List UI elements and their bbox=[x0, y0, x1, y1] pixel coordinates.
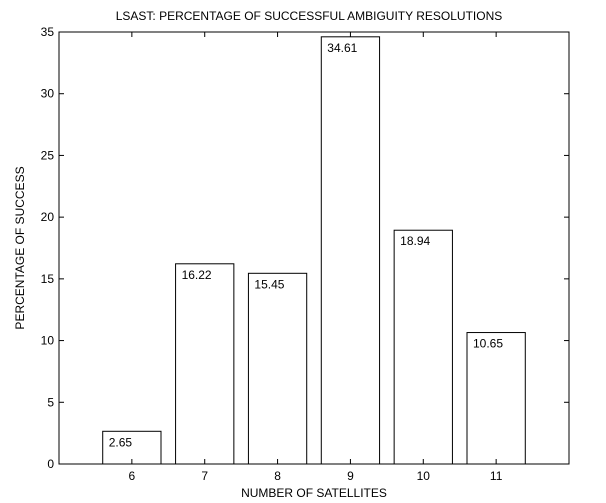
plot-frame bbox=[58, 31, 570, 465]
x-tick-label: 11 bbox=[490, 469, 503, 483]
x-tick-label: 6 bbox=[129, 469, 136, 483]
y-tick-label: 5 bbox=[47, 395, 54, 409]
bar-value-label-7: 16.22 bbox=[182, 268, 212, 282]
bar-value-label-9: 34.61 bbox=[327, 41, 357, 55]
bar-value-label-6: 2.65 bbox=[109, 435, 133, 449]
y-axis-ticks: 0 5 10 15 20 25 30 35 bbox=[41, 25, 569, 471]
y-tick-label: 0 bbox=[47, 457, 54, 471]
bar-11 bbox=[466, 332, 526, 465]
chart-title: LSAST: PERCENTAGE OF SUCCESSFUL AMBIGUIT… bbox=[116, 9, 503, 23]
y-tick-label: 15 bbox=[41, 272, 55, 286]
plot-area: 2.65 16.22 15.45 34.61 18.94 10.65 0 5 10 15 20 25… bbox=[41, 25, 570, 483]
bars-group bbox=[102, 36, 526, 465]
bar-10 bbox=[393, 229, 453, 465]
x-tick-label: 8 bbox=[274, 469, 281, 483]
bar-6 bbox=[102, 430, 162, 465]
y-tick-label: 35 bbox=[41, 25, 55, 39]
x-tick-label: 9 bbox=[347, 469, 354, 483]
bar-value-label-8: 15.45 bbox=[254, 277, 284, 291]
y-tick-label: 10 bbox=[41, 334, 55, 348]
x-tick-label: 10 bbox=[417, 469, 431, 483]
y-axis-label: PERCENTAGE OF SUCCESS bbox=[13, 166, 27, 329]
bar-9 bbox=[320, 36, 381, 465]
x-axis-label: NUMBER OF SATELLITES bbox=[241, 486, 387, 500]
x-axis-ticks: 6 7 8 9 10 11 bbox=[129, 32, 503, 483]
bar-value-label-11: 10.65 bbox=[473, 337, 503, 351]
bar-value-label-10: 18.94 bbox=[400, 234, 430, 248]
y-tick-label: 20 bbox=[41, 210, 55, 224]
x-tick-label: 7 bbox=[201, 469, 208, 483]
bar-labels-group: 2.65 16.22 15.45 34.61 18.94 10.65 bbox=[109, 41, 504, 449]
bar-8 bbox=[247, 272, 308, 465]
bar-7 bbox=[175, 263, 235, 465]
y-tick-label: 30 bbox=[41, 87, 55, 101]
y-tick-label: 25 bbox=[41, 148, 55, 162]
